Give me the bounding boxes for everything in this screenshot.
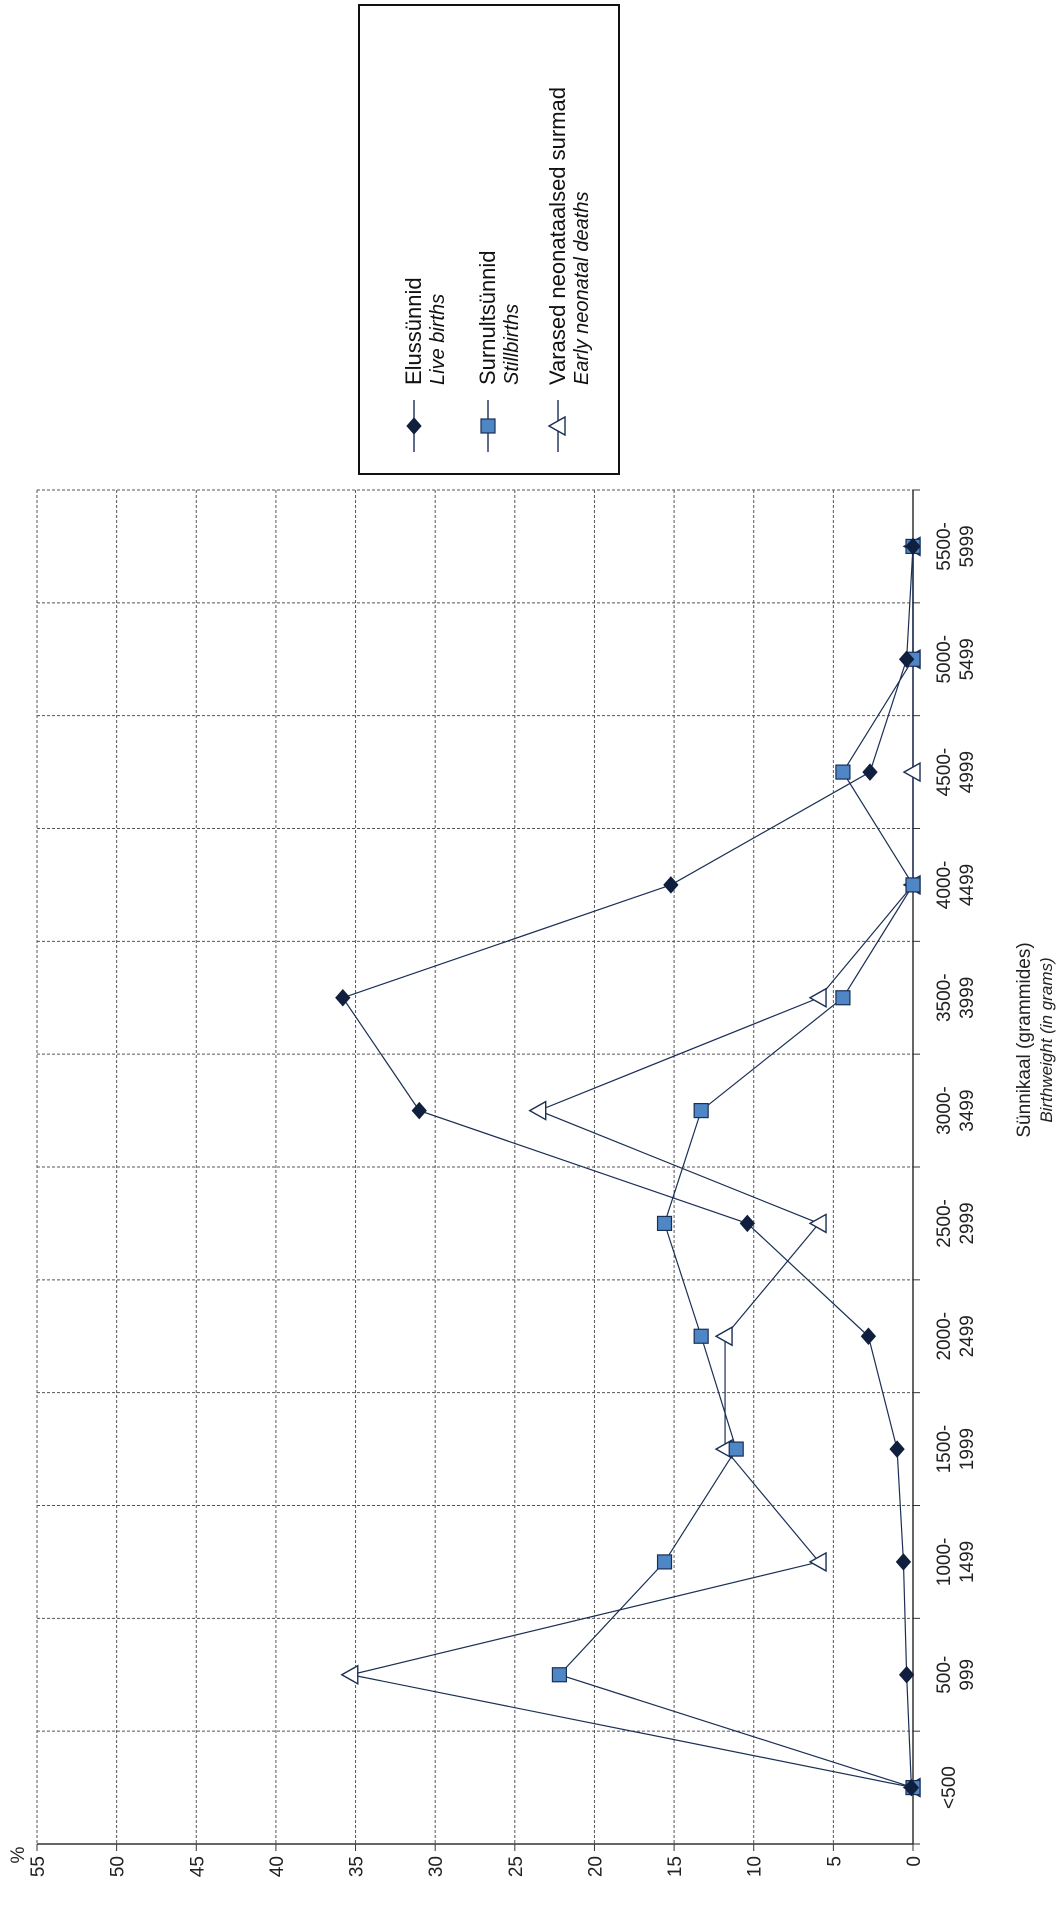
legend-label-en: Early neonatal deaths <box>571 192 593 385</box>
legend-box <box>358 4 620 475</box>
data-point-diamond <box>889 1440 905 1458</box>
data-point-square <box>656 1554 673 1570</box>
series-diamond <box>335 537 921 1797</box>
x-category-label: 2000- <box>934 1312 955 1361</box>
y-tick-label: 20 <box>585 1856 606 1877</box>
legend-label: Surnultsünnid <box>475 250 500 385</box>
x-category-label: 2499 <box>957 1315 978 1357</box>
x-category-label: 3999 <box>957 977 978 1019</box>
legend-label-en: Live births <box>427 294 449 385</box>
y-tick-label: 15 <box>665 1856 686 1877</box>
data-point-square <box>693 1102 709 1119</box>
data-point-square <box>728 1441 744 1457</box>
y-tick-label: 50 <box>108 1856 129 1877</box>
legend-label-en: Stillbirths <box>501 304 523 385</box>
data-point-diamond <box>903 1778 920 1797</box>
y-tick-label: 30 <box>426 1856 447 1877</box>
data-point-square <box>835 990 851 1006</box>
data-point-diamond <box>898 1665 915 1684</box>
x-category-label: 3000- <box>934 1086 955 1135</box>
data-point-square <box>905 877 921 893</box>
series-line <box>558 546 914 1789</box>
y-tick-label: 25 <box>506 1856 527 1877</box>
x-category-label: <500 <box>939 1766 960 1809</box>
data-point-diamond <box>905 537 921 556</box>
series-line <box>350 546 914 1789</box>
x-category-label: 500- <box>934 1656 955 1694</box>
y-tick-label: 35 <box>347 1856 368 1877</box>
x-category-label: 4500- <box>934 748 955 797</box>
chart-grid <box>36 489 913 1844</box>
data-point-diamond <box>895 1553 912 1571</box>
data-point-triangle <box>902 761 921 783</box>
data-point-diamond <box>860 1327 877 1346</box>
y-tick-label: 5 <box>824 1856 845 1867</box>
data-point-square <box>656 1215 673 1232</box>
data-point-triangle <box>808 1551 827 1573</box>
data-point-diamond <box>335 988 351 1007</box>
y-tick-label: 10 <box>745 1856 766 1877</box>
legend: Elussünnid Live births Surnultsünnid Stillb… <box>358 4 620 475</box>
x-category-label: 3499 <box>957 1089 978 1131</box>
data-point-square <box>693 1328 709 1344</box>
data-point-triangle <box>808 1213 827 1234</box>
x-category-label: 2999 <box>957 1202 978 1244</box>
x-category-label: 5500- <box>934 522 955 571</box>
x-category-label: 5000- <box>934 635 955 684</box>
x-category-label: 3500- <box>934 973 955 1022</box>
data-point-triangle <box>808 987 827 1008</box>
chart-axes <box>36 489 920 1851</box>
x-category-label: 2500- <box>934 1199 955 1248</box>
legend-label: Varased neonataalsed surmad <box>545 87 570 385</box>
chart-series <box>335 536 921 1798</box>
y-tick-label: 55 <box>28 1856 49 1877</box>
y-tick-labels: 0 5 10 15 20 25 30 35 40 45 50 55 <box>28 1856 925 1877</box>
data-point-diamond <box>411 1101 427 1120</box>
data-point-diamond <box>663 876 679 894</box>
data-point-square <box>551 1667 568 1683</box>
legend-item: Elussünnid Live births <box>401 277 449 452</box>
data-point-diamond <box>898 650 915 669</box>
y-tick-label: 45 <box>187 1856 208 1877</box>
x-category-label: 1999 <box>957 1428 978 1470</box>
legend-marker-diamond <box>406 417 422 435</box>
x-category-label: 1000- <box>934 1538 955 1587</box>
data-point-triangle <box>714 1326 733 1347</box>
data-point-diamond <box>862 763 878 781</box>
series-line <box>341 546 914 1788</box>
data-point-triangle <box>528 1100 547 1121</box>
data-point-square <box>835 764 851 780</box>
x-category-label: 5499 <box>957 638 978 680</box>
x-category-label: 999 <box>957 1659 978 1691</box>
x-axis-title-en: Birthweight (in grams) <box>1037 957 1056 1122</box>
y-tick-label: 40 <box>267 1856 288 1877</box>
data-point-triangle <box>340 1664 359 1685</box>
x-category-label: 4999 <box>957 751 978 793</box>
x-category-label: 4499 <box>957 864 978 906</box>
x-category-labels: <500 500- 999 1000- 1499 1500- 1999 2000- 2499 25… <box>934 522 978 1809</box>
x-category-label: 5999 <box>957 525 978 567</box>
y-tick-label: 0 <box>904 1856 925 1867</box>
x-category-label: 1500- <box>934 1425 955 1474</box>
data-point-diamond <box>739 1214 756 1233</box>
legend-item: Surnultsünnid Stillbirths <box>475 250 523 452</box>
x-category-label: 1499 <box>957 1541 978 1583</box>
y-unit-label: % <box>8 1846 29 1863</box>
x-axis-title: Sünnikaal (grammides) <box>1014 942 1035 1137</box>
x-category-label: 4000- <box>934 861 955 910</box>
legend-item: Varased neonataalsed surmad Early neonata… <box>545 87 593 452</box>
legend-marker-square <box>480 418 496 434</box>
legend-label: Elussünnid <box>401 277 426 385</box>
legend-marker-triangle <box>547 415 566 437</box>
